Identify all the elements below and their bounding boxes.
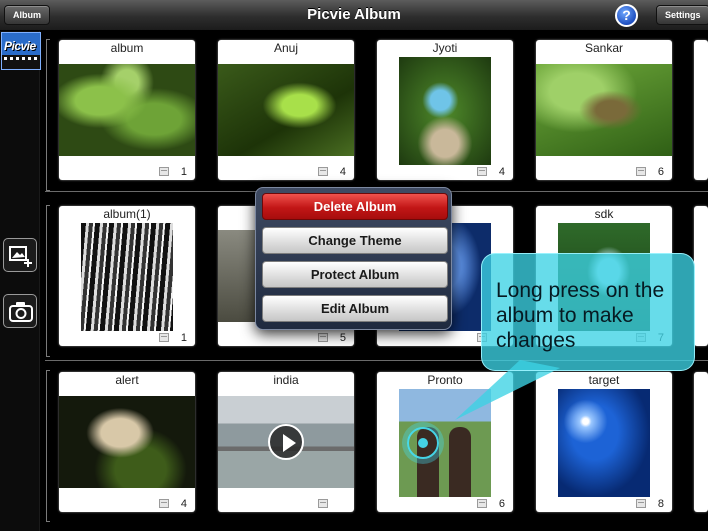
album-cover-photo (558, 389, 650, 497)
photo-stack-icon (318, 167, 328, 176)
play-icon[interactable] (268, 424, 304, 460)
album-button[interactable]: Album (4, 5, 50, 25)
album-card[interactable]: Pronto 6 (377, 372, 513, 512)
album-card[interactable]: alert 4 (59, 372, 195, 512)
shelf-bracket (46, 370, 50, 522)
album-card-partial[interactable] (694, 372, 708, 512)
photo-stack-icon (318, 499, 328, 508)
app-logo: Picvie (1, 32, 41, 70)
settings-button[interactable]: Settings (656, 5, 708, 25)
album-title: Pronto (427, 373, 463, 387)
album-card-partial[interactable] (694, 40, 708, 180)
album-card[interactable]: india (218, 372, 354, 512)
photo-count: 8 (657, 498, 664, 510)
album-title: album(1) (103, 207, 151, 221)
add-photo-icon (9, 246, 32, 267)
photo-count: 6 (498, 498, 505, 510)
album-title: Anuj (273, 41, 299, 55)
change-theme-button[interactable]: Change Theme (262, 227, 448, 254)
album-cover-photo (218, 396, 354, 488)
album-context-menu: Delete Album Change Theme Protect Album … (255, 187, 452, 330)
shelf-bracket (46, 39, 50, 191)
shelf-divider (45, 360, 708, 361)
album-card[interactable]: target 8 (536, 372, 672, 512)
photo-stack-icon (636, 499, 646, 508)
album-title: Sankar (584, 41, 624, 55)
photo-count: 5 (339, 332, 346, 344)
album-title: Jyoti (432, 41, 458, 55)
page-title: Picvie Album (307, 6, 401, 23)
album-title: target (588, 373, 620, 387)
callout-text: Long press on the album to make changes (496, 279, 665, 352)
album-cover-photo (81, 223, 173, 331)
top-bar: Album Picvie Album ? Settings (0, 0, 708, 31)
album-cover-photo (399, 57, 491, 165)
album-cover-photo (59, 64, 195, 156)
shelf-bracket (46, 205, 50, 357)
album-card[interactable]: Sankar 6 (536, 40, 672, 180)
album-card[interactable]: album(1) 1 (59, 206, 195, 346)
photo-count: 1 (180, 166, 187, 178)
photo-stack-icon (477, 499, 487, 508)
add-photo-button[interactable] (3, 238, 37, 272)
album-title: album (110, 41, 144, 55)
photo-count: 6 (657, 166, 664, 178)
edit-album-button[interactable]: Edit Album (262, 295, 448, 322)
photo-stack-icon (159, 499, 169, 508)
person-figure (449, 427, 471, 497)
film-strip-icon (2, 55, 40, 69)
camera-icon (9, 302, 33, 322)
delete-album-button[interactable]: Delete Album (262, 193, 448, 220)
photo-count: 4 (339, 166, 346, 178)
album-card-partial[interactable] (694, 206, 708, 346)
camera-button[interactable] (3, 294, 37, 328)
photo-stack-icon (318, 333, 328, 342)
album-title: alert (115, 373, 139, 387)
album-cover-photo (59, 396, 195, 488)
photo-stack-icon (477, 167, 487, 176)
left-rail (0, 31, 40, 531)
help-icon[interactable]: ? (615, 4, 638, 27)
album-card[interactable]: Anuj 4 (218, 40, 354, 180)
photo-count: 4 (498, 166, 505, 178)
photo-stack-icon (159, 333, 169, 342)
photo-stack-icon (636, 167, 646, 176)
photo-count: 1 (180, 332, 187, 344)
photo-count: 4 (180, 498, 187, 510)
logo-text: Picvie (4, 39, 36, 53)
album-card[interactable]: Jyoti 4 (377, 40, 513, 180)
album-cover-photo (218, 64, 354, 156)
protect-album-button[interactable]: Protect Album (262, 261, 448, 288)
album-card[interactable]: album 1 (59, 40, 195, 180)
photo-stack-icon (159, 167, 169, 176)
touch-indicator-icon (407, 427, 439, 459)
album-cover-photo (536, 64, 672, 156)
album-title: sdk (594, 207, 614, 221)
album-title: india (273, 373, 299, 387)
tutorial-callout: Long press on the album to make changes (481, 253, 695, 371)
